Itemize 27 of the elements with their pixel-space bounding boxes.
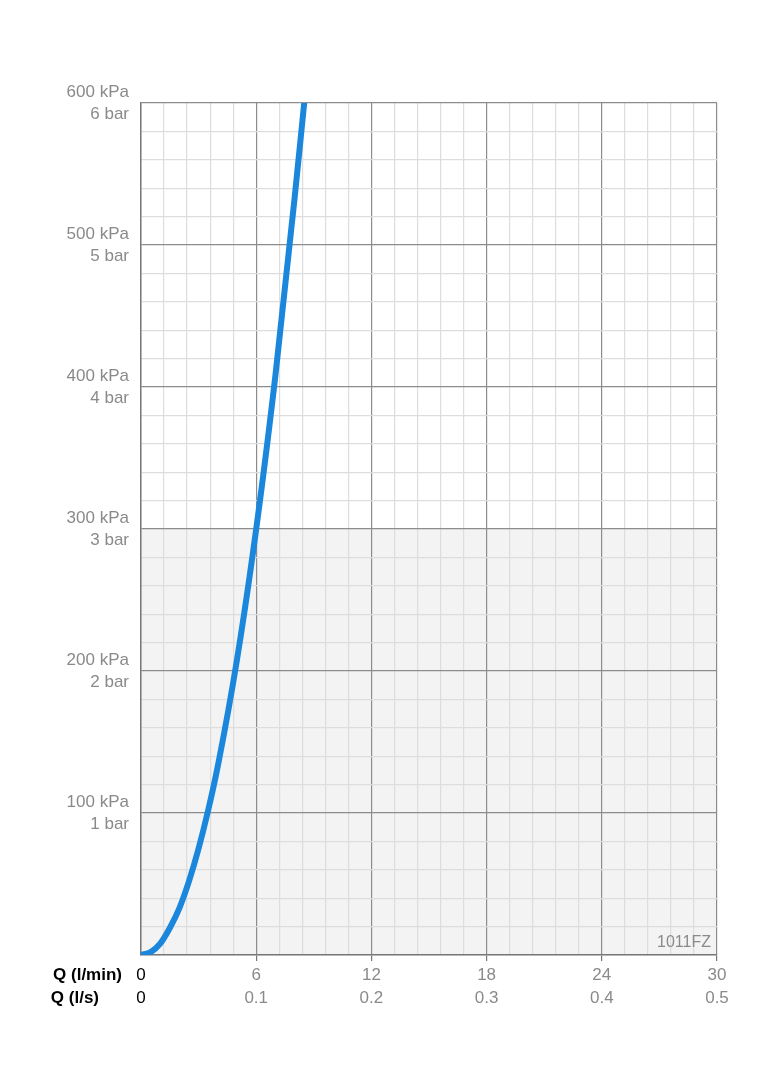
x2-tick-label: 0.4 (589, 987, 614, 1007)
x-tick-label: 0 (136, 964, 146, 984)
y2-tick-label: 4 bar (90, 387, 130, 407)
y2-tick-label: 5 bar (90, 245, 130, 265)
x-tick-label: 24 (592, 964, 612, 984)
x2-tick-label: 0.3 (474, 987, 499, 1007)
y2-tick-label: 2 bar (90, 671, 130, 691)
y2-tick-label: 1 bar (90, 813, 130, 833)
y-tick-label: 100 kPa (66, 791, 130, 811)
x-tick-label: 18 (477, 964, 497, 984)
y2-tick-label: 6 bar (90, 103, 130, 123)
x2-tick-label: 0.1 (244, 987, 269, 1007)
x-tick-label: 30 (707, 964, 727, 984)
x2-tick-label: 0.2 (359, 987, 384, 1007)
x-tick-label: 12 (361, 964, 381, 984)
x2-tick-label: 0 (136, 987, 146, 1007)
y-tick-label: 400 kPa (66, 365, 130, 385)
x2-tick-label: 0.5 (705, 987, 729, 1007)
x-axis-title: Q (l/min) (53, 964, 122, 984)
y-tick-label: 200 kPa (66, 649, 130, 669)
x2-axis-title: Q (l/s) (50, 987, 99, 1007)
y-tick-label: 600 kPa (66, 81, 130, 101)
y-tick-label: 500 kPa (66, 223, 130, 243)
x-tick-label: 6 (251, 964, 261, 984)
y-tick-label: 300 kPa (66, 507, 130, 527)
annotation: 1011FZ (657, 933, 712, 951)
y2-tick-label: 3 bar (90, 529, 130, 549)
